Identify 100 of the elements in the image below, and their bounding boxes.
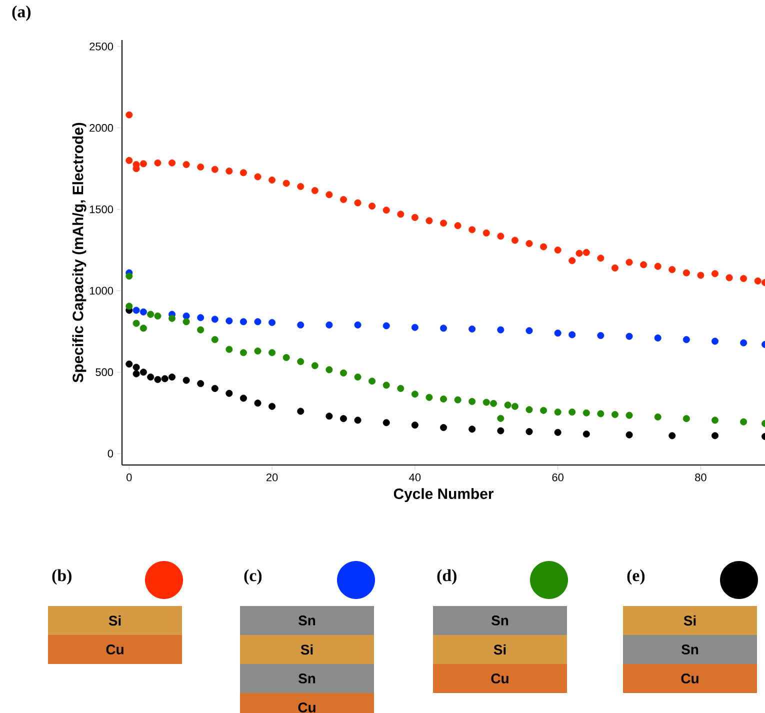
point	[568, 257, 576, 264]
point	[140, 160, 147, 168]
y-tick-label: 2500	[90, 42, 114, 50]
point	[197, 380, 204, 388]
point	[454, 222, 462, 230]
point	[576, 250, 583, 257]
point	[154, 376, 162, 383]
text: Sn	[492, 616, 508, 626]
point	[140, 308, 147, 316]
text: Cu	[681, 674, 698, 684]
point	[240, 169, 247, 176]
point	[482, 398, 490, 406]
point	[526, 406, 533, 414]
chart-title: (a)	[12, 6, 31, 21]
point	[126, 360, 133, 368]
point	[226, 346, 233, 353]
point	[654, 413, 662, 420]
point	[540, 243, 548, 250]
point	[511, 236, 518, 244]
y-tick-label: 1500	[90, 205, 114, 214]
point	[597, 332, 604, 340]
point	[611, 264, 618, 272]
point	[282, 180, 290, 187]
point	[526, 428, 533, 436]
point	[226, 168, 233, 175]
point	[554, 428, 562, 436]
point	[397, 384, 404, 392]
point	[326, 191, 333, 198]
point	[147, 310, 154, 318]
point	[268, 319, 276, 326]
point	[240, 349, 247, 356]
point	[126, 302, 133, 310]
point	[132, 306, 140, 314]
point	[540, 406, 548, 414]
point	[468, 226, 476, 234]
point	[297, 408, 304, 415]
text: Sn	[298, 616, 316, 626]
point	[297, 183, 304, 190]
point	[497, 414, 504, 422]
point	[354, 374, 362, 381]
point	[454, 396, 462, 404]
point	[297, 321, 304, 328]
point	[582, 409, 590, 416]
x-axis-title: Cycle Number	[394, 488, 494, 502]
point	[254, 318, 262, 326]
point	[268, 176, 276, 184]
point	[711, 416, 718, 424]
point	[626, 431, 633, 438]
point	[211, 384, 218, 392]
point	[654, 262, 662, 270]
text: Cu	[298, 702, 316, 712]
point	[161, 375, 168, 382]
point	[354, 199, 362, 206]
point	[126, 111, 133, 118]
point	[326, 321, 333, 328]
point	[626, 412, 633, 419]
point	[132, 364, 140, 371]
point	[582, 430, 590, 438]
y-axis-title: Specific Capacity (mAh/g, Electrode)	[72, 122, 86, 382]
text: Cu	[106, 644, 124, 654]
point	[554, 246, 562, 254]
point	[554, 408, 562, 416]
point	[711, 432, 718, 440]
point	[182, 376, 190, 384]
point	[197, 163, 204, 170]
point	[182, 161, 190, 168]
point	[354, 416, 362, 424]
point	[711, 338, 718, 345]
point	[626, 258, 633, 266]
point	[497, 427, 504, 434]
point	[582, 248, 590, 256]
point	[268, 349, 276, 356]
point	[140, 324, 147, 332]
text: Si	[108, 615, 121, 626]
point	[697, 272, 704, 279]
point	[654, 334, 662, 342]
point	[268, 402, 276, 410]
text: Sn	[298, 674, 316, 684]
point	[354, 321, 362, 328]
point	[426, 394, 433, 401]
point	[740, 339, 748, 346]
point	[168, 159, 176, 166]
text: Sn	[682, 644, 698, 654]
y-tick-label: 1000	[90, 286, 114, 295]
point	[226, 317, 233, 324]
point	[126, 272, 133, 280]
point	[382, 382, 390, 389]
point	[440, 396, 448, 403]
point	[132, 320, 140, 327]
text: Si	[300, 644, 313, 655]
point	[668, 432, 676, 440]
text: Si	[684, 615, 696, 626]
point	[504, 402, 512, 409]
x-tick-label: 0	[126, 474, 132, 482]
point	[468, 426, 476, 433]
point	[526, 240, 533, 248]
point	[147, 374, 154, 381]
point	[368, 378, 376, 385]
point	[468, 398, 476, 405]
point	[497, 326, 504, 334]
